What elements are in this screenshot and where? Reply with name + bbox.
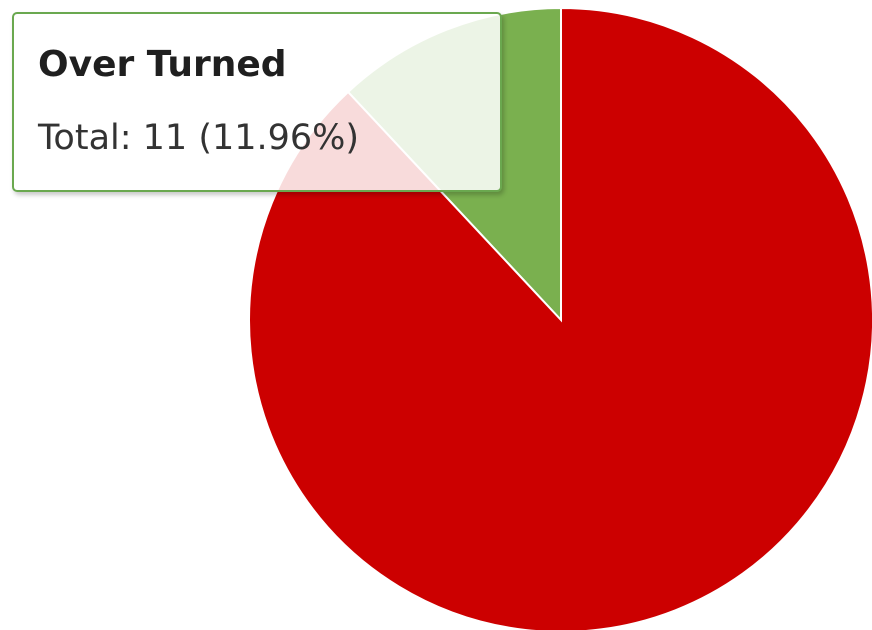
tooltip-title: Over Turned bbox=[38, 44, 287, 85]
tooltip-body: Total: 11 (11.96%) bbox=[38, 118, 360, 158]
chart-tooltip: Over Turned Total: 11 (11.96%) bbox=[12, 12, 502, 192]
